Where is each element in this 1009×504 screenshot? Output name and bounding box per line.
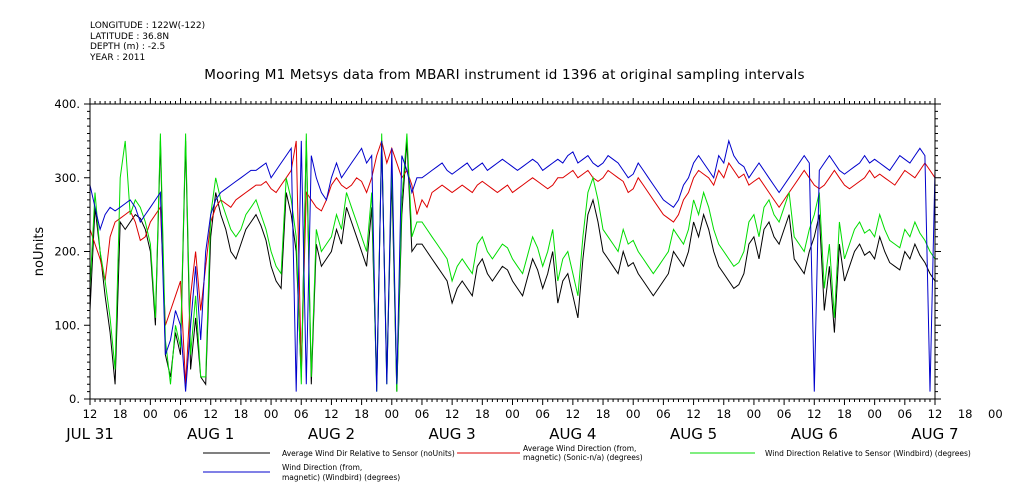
series-layer <box>89 133 936 392</box>
legend: Average Wind Dir Relative to Sensor (noU… <box>203 444 971 482</box>
x-tick-label: 12 <box>686 407 701 421</box>
plot-frame <box>89 103 936 400</box>
series-line-3 <box>89 133 936 392</box>
x-day-label: AUG 3 <box>429 425 476 443</box>
legend-label-2: magnetic) (Sonic-n/a) (degrees) <box>523 453 643 462</box>
x-tick-label: 00 <box>143 407 158 421</box>
x-tick-label: 12 <box>203 407 218 421</box>
x-tick-label: 18 <box>113 407 128 421</box>
legend-label-4: magnetic) (Windbird) (degrees) <box>282 473 400 482</box>
x-day-label: AUG 4 <box>549 425 596 443</box>
series-line-1 <box>89 140 936 392</box>
legend-label-4: Wind Direction (from, <box>282 463 362 472</box>
x-tick-label: 06 <box>777 407 792 421</box>
labels-layer: 0. 100. 200. 300. 400. 12 18 00 06 12 18 00 06 12 18 00… <box>32 97 1003 443</box>
x-tick-label: 00 <box>747 407 762 421</box>
x-tick-label: 12 <box>566 407 581 421</box>
y-axis-label: noUnits <box>32 227 47 277</box>
x-day-label: JUL 31 <box>65 425 114 443</box>
x-tick-label: 00 <box>384 407 399 421</box>
x-tick-label: 06 <box>173 407 188 421</box>
meta-longitude: LONGITUDE : 122W(-122) <box>90 21 206 31</box>
x-day-label: AUG 1 <box>187 425 234 443</box>
x-day-label: AUG 7 <box>911 425 958 443</box>
y-tick-label: 100. <box>54 318 80 332</box>
y-tick-label: 400. <box>54 97 80 111</box>
meta-latitude: LATITUDE : 36.8N <box>90 31 170 42</box>
x-tick-label: 12 <box>807 407 822 421</box>
meta-year: YEAR : 2011 <box>90 52 146 63</box>
x-tick-label: 18 <box>475 407 490 421</box>
x-tick-label: 06 <box>415 407 430 421</box>
x-tick-label: 00 <box>988 407 1003 421</box>
y-tick-label: 300. <box>54 171 80 185</box>
x-tick-label: 06 <box>294 407 309 421</box>
legend-label-2: Average Wind Direction (from, <box>523 444 636 453</box>
x-tick-label: 06 <box>656 407 671 421</box>
axes-layer <box>84 98 941 405</box>
chart-title: Mooring M1 Metsys data from MBARI instru… <box>204 67 805 83</box>
legend-label-3: Wind Direction Relative to Sensor (Windb… <box>765 449 971 458</box>
x-tick-label: 06 <box>535 407 550 421</box>
x-tick-label: 00 <box>626 407 641 421</box>
x-tick-label: 00 <box>264 407 279 421</box>
x-tick-label: 18 <box>596 407 611 421</box>
x-tick-label: 00 <box>505 407 520 421</box>
series-line-4 <box>89 139 936 392</box>
x-tick-label: 12 <box>445 407 460 421</box>
x-day-label: AUG 5 <box>670 425 717 443</box>
x-tick-label: 18 <box>837 407 852 421</box>
x-tick-label: 12 <box>83 407 98 421</box>
x-tick-label: 18 <box>354 407 369 421</box>
x-tick-label: 18 <box>234 407 249 421</box>
legend-label-1: Average Wind Dir Relative to Sensor (noU… <box>282 449 455 458</box>
series-line-2 <box>89 139 936 385</box>
x-tick-label: 12 <box>928 407 943 421</box>
x-tick-label: 12 <box>324 407 339 421</box>
metadata-block: LONGITUDE : 122W(-122) LATITUDE : 36.8N … <box>90 21 205 63</box>
x-tick-label: 00 <box>867 407 882 421</box>
y-tick-label: 200. <box>54 245 80 259</box>
meta-depth: DEPTH (m) : -2.5 <box>90 42 166 52</box>
x-day-label: AUG 6 <box>791 425 838 443</box>
x-day-label: AUG 2 <box>308 425 355 443</box>
y-tick-label: 0. <box>69 392 80 406</box>
x-tick-label: 18 <box>716 407 731 421</box>
x-tick-label: 18 <box>958 407 973 421</box>
x-tick-label: 06 <box>898 407 913 421</box>
